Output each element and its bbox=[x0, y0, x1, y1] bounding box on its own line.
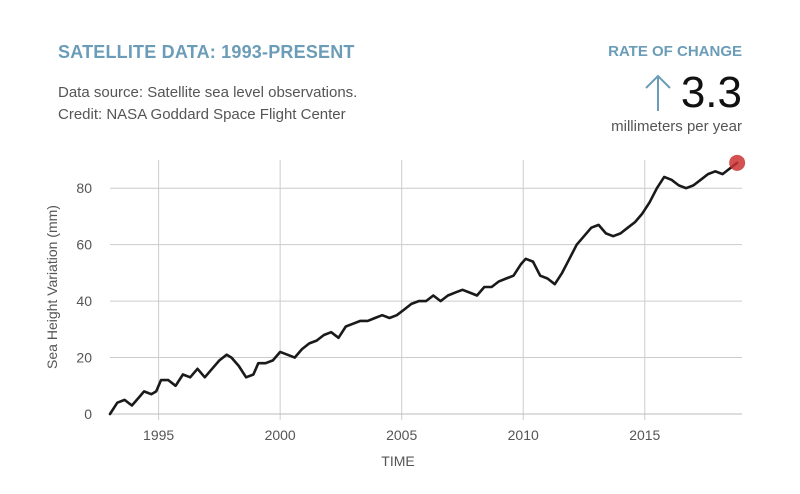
x-tick-label: 2015 bbox=[629, 427, 660, 443]
chart-title: SATELLITE DATA: 1993-PRESENT bbox=[58, 42, 355, 62]
credit-line: Credit: NASA Goddard Space Flight Center bbox=[58, 106, 346, 123]
x-tick-label: 1995 bbox=[143, 427, 174, 443]
x-tick-label: 2010 bbox=[508, 427, 539, 443]
y-tick-label: 40 bbox=[76, 293, 92, 309]
x-tick-label: 2005 bbox=[386, 427, 417, 443]
rate-of-change-label: RATE OF CHANGE bbox=[608, 43, 742, 60]
y-axis-title: Sea Height Variation (mm) bbox=[44, 205, 60, 369]
y-tick-label: 20 bbox=[76, 350, 92, 366]
rate-unit: millimeters per year bbox=[611, 118, 742, 135]
rate-of-change-value-row: 3.3 bbox=[643, 66, 742, 120]
sea-level-series-line bbox=[108, 161, 739, 416]
rate-of-change-value: 3.3 bbox=[680, 68, 742, 117]
chart-axes: 0 20 40 60 80 1995 2000 2005 2010 2015 bbox=[76, 180, 742, 443]
x-tick-label: 2000 bbox=[265, 427, 296, 443]
arrow-up-icon bbox=[643, 73, 673, 113]
chart-series bbox=[108, 154, 746, 416]
data-source-line: Data source: Satellite sea level observa… bbox=[58, 84, 358, 101]
y-tick-label: 80 bbox=[76, 180, 92, 196]
data-source-text: Data source: Satellite sea level observa… bbox=[58, 82, 357, 126]
y-tick-label: 60 bbox=[76, 237, 92, 253]
x-axis-title: TIME bbox=[381, 453, 414, 469]
latest-value-marker bbox=[729, 154, 746, 171]
y-tick-label: 0 bbox=[84, 406, 92, 422]
